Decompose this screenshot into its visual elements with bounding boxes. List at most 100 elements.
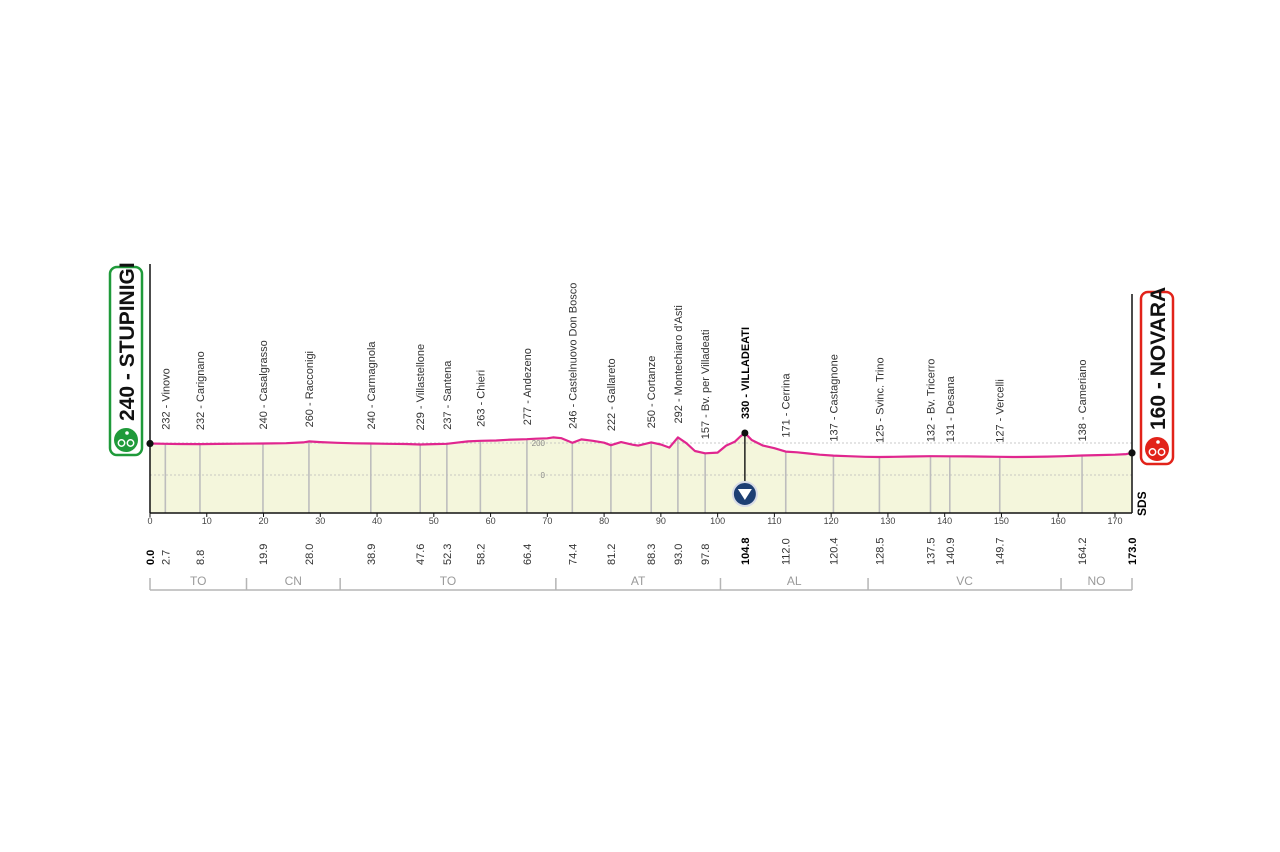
profile-path bbox=[149, 431, 1133, 459]
summit-dot bbox=[741, 429, 749, 437]
distance-tick-label: 10 bbox=[202, 516, 212, 526]
province-label: NO bbox=[1088, 574, 1106, 588]
altitude-tick-label: 0 bbox=[541, 471, 546, 480]
waypoint-label: 292 - Montechiaro d'Asti bbox=[673, 305, 685, 423]
waypoint-km: 164.2 bbox=[1077, 537, 1089, 565]
waypoint-label: 125 - Svinc. Trino bbox=[874, 357, 886, 443]
waypoint-km: 149.7 bbox=[995, 537, 1007, 565]
distance-tick-label: 130 bbox=[880, 516, 895, 526]
waypoint-label: 157 - Bv. per Villadeati bbox=[700, 330, 712, 440]
waypoint-km-labels: 2.7 8.8 19.9 28.0 38.9 47.6 52.3 58.2 66.4 74.4 81… bbox=[160, 537, 1089, 565]
waypoint-label: 240 - Casalgrasso bbox=[258, 340, 270, 429]
distance-tick-label: 110 bbox=[767, 516, 781, 526]
finish-badge bbox=[1139, 290, 1175, 466]
province-label: TO bbox=[440, 574, 456, 588]
province-bar: TO CN TO AT AL VC NO bbox=[149, 574, 1133, 591]
distance-tick-label: 50 bbox=[429, 516, 439, 526]
waypoint-km: 128.5 bbox=[874, 537, 886, 565]
waypoint-labels: 232 - Vinovo 232 - Carignano 240 - Casalgr… bbox=[160, 283, 1089, 443]
cyclist-head-icon bbox=[125, 431, 129, 435]
waypoint-label: 138 - Cameriano bbox=[1077, 360, 1089, 442]
distance-tick-label: 70 bbox=[542, 516, 552, 526]
waypoint-km: 38.9 bbox=[366, 544, 378, 565]
distance-tick-label: 150 bbox=[994, 516, 1009, 526]
altitude-tick-label: 200 bbox=[532, 439, 546, 448]
waypoint-label: 330 - VILLADEATI bbox=[740, 327, 752, 419]
waypoint-km: 120.4 bbox=[828, 537, 840, 565]
waypoint-km: 81.2 bbox=[606, 544, 618, 565]
waypoint-label: 250 - Cortanze bbox=[646, 356, 658, 429]
profile-fill-area bbox=[150, 433, 1132, 513]
waypoint-km: 2.7 bbox=[160, 550, 172, 565]
cyclist-icon bbox=[117, 439, 126, 447]
distance-tick-label: 60 bbox=[486, 516, 496, 526]
profile-line bbox=[149, 429, 1133, 507]
distance-tick-label: 140 bbox=[937, 516, 952, 526]
distance-tick-label: 120 bbox=[824, 516, 839, 526]
waypoint-label: 263 - Chieri bbox=[475, 370, 487, 427]
waypoint-km: 88.3 bbox=[646, 544, 658, 565]
waypoint-label: 240 - Carmagnola bbox=[366, 341, 378, 430]
province-label: AT bbox=[631, 574, 646, 588]
cyclist-wheel-icon bbox=[126, 439, 135, 447]
waypoint-km: 52.3 bbox=[442, 544, 454, 565]
triangle-down-icon bbox=[737, 489, 752, 500]
waypoint-label: 246 - Castelnuovo Don Bosco bbox=[567, 283, 579, 429]
waypoint-label: 232 - Carignano bbox=[195, 351, 207, 430]
start-badge bbox=[108, 265, 144, 457]
waypoint-label: 171 - Cerrina bbox=[781, 373, 793, 438]
cyclist-wheel-icon bbox=[1157, 448, 1166, 456]
start-name: 240 - STUPINIGI bbox=[116, 262, 139, 421]
finish-km: 173.0 bbox=[1127, 537, 1139, 565]
finish-dot bbox=[1128, 449, 1136, 457]
waypoint-lines bbox=[164, 433, 1083, 513]
distance-tick-label: 160 bbox=[1051, 516, 1066, 526]
profile-fill bbox=[150, 433, 1132, 513]
start-dot bbox=[146, 439, 154, 448]
waypoint-label: 222 - Gallareto bbox=[606, 358, 618, 431]
waypoint-km: 74.4 bbox=[567, 544, 579, 565]
waypoint-label: 277 - Andezeno bbox=[522, 348, 534, 425]
distance-tick-label: 0 bbox=[147, 516, 152, 526]
waypoint-label: 132 - Bv. Tricerro bbox=[925, 359, 937, 443]
distance-tick-label: 30 bbox=[315, 516, 325, 526]
start-km: 0.0 bbox=[145, 550, 157, 565]
waypoint-label: 229 - Villastellone bbox=[415, 344, 427, 431]
waypoint-km: 47.6 bbox=[415, 544, 427, 565]
waypoint-km: 104.8 bbox=[740, 537, 752, 565]
waypoint-label: 260 - Racconigi bbox=[304, 351, 316, 427]
waypoint-label: 232 - Vinovo bbox=[160, 368, 172, 430]
cyclist-icon bbox=[1148, 448, 1157, 456]
brand-logo: SDS bbox=[1135, 491, 1149, 516]
waypoint-km: 140.9 bbox=[945, 537, 957, 565]
distance-tick-label: 90 bbox=[656, 516, 666, 526]
province-label: CN bbox=[285, 574, 302, 588]
waypoint-label: 237 - Santena bbox=[442, 360, 454, 430]
waypoint-km: 66.4 bbox=[522, 544, 534, 565]
waypoint-km: 137.5 bbox=[925, 537, 937, 565]
distance-tick-label: 80 bbox=[599, 516, 609, 526]
waypoint-label: 127 - Vercelli bbox=[995, 379, 1007, 443]
distance-tick-label: 40 bbox=[372, 516, 382, 526]
waypoint-km: 93.0 bbox=[673, 544, 685, 565]
cyclist-head-icon bbox=[1156, 440, 1160, 444]
waypoint-km: 8.8 bbox=[195, 550, 207, 565]
waypoint-km: 97.8 bbox=[700, 544, 712, 565]
province-label: TO bbox=[190, 574, 206, 588]
distance-tick-label: 100 bbox=[710, 516, 725, 526]
waypoint-km: 58.2 bbox=[475, 544, 487, 565]
waypoint-km: 28.0 bbox=[304, 544, 316, 565]
waypoint-km: 19.9 bbox=[258, 544, 270, 565]
waypoint-label: 137 - Castagnone bbox=[828, 354, 840, 441]
waypoint-label: 131 - Desana bbox=[945, 375, 957, 442]
waypoint-km: 112.0 bbox=[781, 538, 793, 565]
province-label: AL bbox=[787, 574, 802, 588]
distance-axis: 0 10 20 30 40 50 60 70 80 90 100 110 120 130 140 150 160… bbox=[145, 264, 1149, 565]
distance-tick-label: 20 bbox=[259, 516, 269, 526]
finish-name: 160 - NOVARA bbox=[1147, 287, 1170, 430]
province-label: VC bbox=[956, 574, 973, 588]
start-finish-markers: 240 - STUPINIGI 160 - NOVARA bbox=[108, 262, 1175, 466]
distance-tick-label: 170 bbox=[1107, 516, 1122, 526]
